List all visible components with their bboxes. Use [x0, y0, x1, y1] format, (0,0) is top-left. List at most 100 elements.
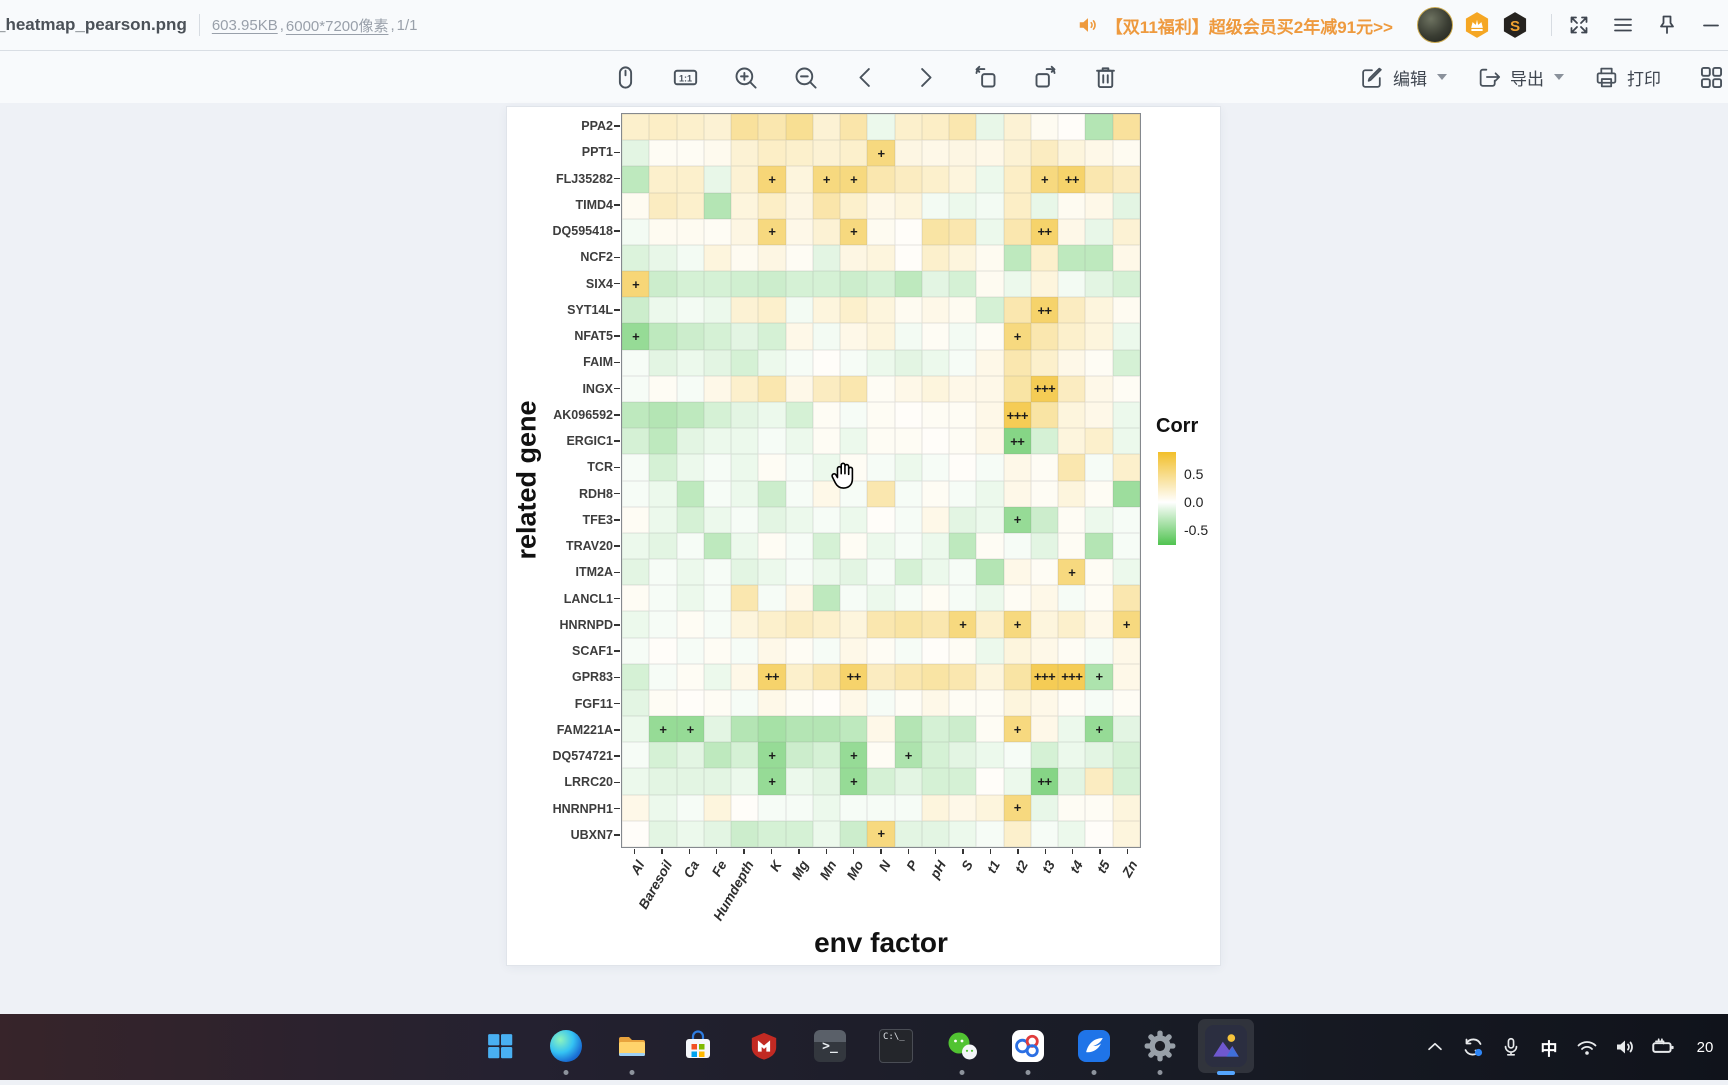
more-apps-button[interactable] — [1691, 57, 1728, 97]
pin-button[interactable] — [1654, 12, 1680, 38]
heatmap-cell — [731, 689, 759, 717]
heatmap-cell — [785, 375, 813, 402]
taskbar-image-viewer[interactable] — [1198, 1019, 1254, 1075]
heatmap-cell — [758, 559, 786, 586]
heatmap-cell — [894, 768, 922, 795]
heatmap-cell — [676, 820, 704, 847]
delete-image-button[interactable] — [1085, 57, 1125, 97]
heatmap-cell — [703, 323, 732, 350]
heatmap-cell: + — [1112, 611, 1140, 638]
heatmap-cell — [867, 244, 895, 272]
taskbar-cmd[interactable]: C:\_ — [868, 1019, 924, 1073]
file-name: _heatmap_pearson.png — [0, 15, 187, 34]
file-size-link[interactable]: 603.95KB — [211, 16, 278, 34]
y-axis-label: TIMD4 — [575, 197, 614, 212]
actual-size-button[interactable]: 1:1 — [665, 57, 705, 97]
tray-volume[interactable] — [1606, 1027, 1644, 1067]
next-image-button[interactable] — [905, 57, 945, 97]
heatmap-cell — [840, 637, 868, 664]
y-axis-label: ERGIC1 — [566, 434, 613, 449]
heatmap-cell — [758, 428, 786, 455]
previous-image-button[interactable] — [845, 57, 885, 97]
heatmap-cell — [649, 611, 677, 638]
tray-wifi[interactable] — [1568, 1027, 1606, 1067]
heatmap-cell — [731, 140, 759, 167]
heatmap-cell — [867, 559, 895, 586]
heatmap-cell — [703, 689, 732, 717]
taskbar-mcafee[interactable] — [736, 1019, 792, 1073]
heatmap-cell — [785, 742, 813, 769]
wifi-icon — [1577, 1041, 1597, 1055]
heatmap-cell — [785, 532, 813, 560]
tray-ime[interactable]: 中 — [1530, 1027, 1568, 1067]
heatmap-cell — [1003, 820, 1031, 847]
heatmap-cell: + — [1085, 663, 1113, 690]
image-canvas[interactable]: related gene PPA2 PPT1 FLJ35282 TIMD4 DQ5954… — [507, 107, 1220, 965]
taskbar-apps: >_ C:\_ — [472, 1014, 1254, 1085]
heatmap-cell: + — [758, 742, 786, 769]
heatmap-cell — [785, 349, 813, 376]
zoom-in-button[interactable] — [725, 57, 765, 97]
tray-chevron-up[interactable] — [1416, 1027, 1454, 1067]
promo-banner[interactable]: 【双11福利】超级会员买2年减91元>> — [1077, 13, 1393, 38]
print-button[interactable]: 打印 — [1594, 65, 1661, 90]
heatmap-cell — [785, 794, 813, 821]
heatmap-cell — [812, 794, 841, 821]
heatmap-cell — [894, 689, 922, 717]
zoom-out-button[interactable] — [785, 57, 825, 97]
tray-battery[interactable] — [1644, 1027, 1682, 1067]
rotate-left-icon — [975, 65, 995, 87]
heatmap-cell — [649, 585, 677, 612]
tray-sync[interactable] — [1454, 1027, 1492, 1067]
rotate-right-button[interactable] — [1025, 57, 1065, 97]
y-axis-tick — [614, 545, 620, 547]
file-dimensions-link[interactable]: 6000*7200像素 — [285, 17, 389, 35]
heatmap-cell — [649, 192, 677, 219]
edit-button[interactable]: 编辑 — [1360, 65, 1447, 90]
fullscreen-button[interactable] — [1566, 12, 1592, 38]
heatmap-cell — [1085, 428, 1113, 455]
heatmap-cell — [949, 768, 977, 795]
heatmap-cell: ++ — [1030, 297, 1059, 324]
menu-button[interactable] — [1610, 12, 1636, 38]
heatmap-cell — [1058, 820, 1086, 847]
heatmap-cell — [812, 297, 841, 324]
taskbar-start[interactable] — [472, 1019, 528, 1073]
tray-clock[interactable]: 20 — [1682, 1027, 1728, 1067]
taskbar-file-explorer[interactable] — [604, 1019, 660, 1075]
taskbar-edge[interactable] — [538, 1019, 594, 1075]
heatmap-cell — [921, 637, 950, 664]
heatmap-cell — [1058, 768, 1086, 795]
heatmap-cell: + — [840, 166, 868, 193]
heatmap-cell — [976, 532, 1004, 560]
heatmap-cell — [1085, 585, 1113, 612]
rotate-left-button[interactable] — [965, 57, 1005, 97]
export-button[interactable]: 导出 — [1477, 65, 1564, 90]
taskbar-windows-terminal[interactable]: >_ — [802, 1019, 858, 1073]
x-axis-label: Mo — [843, 858, 867, 883]
tray-microphone[interactable] — [1492, 1027, 1530, 1067]
legend-tick: 0.5 — [1184, 466, 1204, 482]
heatmap-cell — [1112, 218, 1140, 245]
heatmap-cell — [758, 401, 786, 429]
heatmap-cell — [949, 297, 977, 324]
minimize-button[interactable] — [1698, 12, 1724, 38]
avatar[interactable] — [1417, 7, 1453, 43]
vip-crown-badge[interactable] — [1463, 11, 1491, 39]
heatmap-cell — [976, 585, 1004, 612]
taskbar-rings-app[interactable] — [1000, 1019, 1056, 1075]
taskbar-microsoft-store[interactable] — [670, 1019, 726, 1073]
heatmap-cell — [649, 375, 677, 402]
heatmap-cell — [649, 794, 677, 821]
taskbar-wechat[interactable] — [934, 1019, 990, 1075]
taskbar-wing-app[interactable] — [1066, 1019, 1122, 1075]
taskbar-settings[interactable] — [1132, 1019, 1188, 1075]
svip-badge[interactable]: S — [1501, 11, 1529, 39]
drag-tool-button[interactable] — [605, 57, 645, 97]
heatmap-cell — [812, 401, 841, 429]
y-axis-label: UBXN7 — [570, 827, 613, 842]
heatmap-cell — [785, 454, 813, 481]
y-axis-tick — [614, 151, 620, 154]
y-axis-label: INGX — [582, 381, 613, 396]
heatmap-cell — [1030, 532, 1059, 560]
